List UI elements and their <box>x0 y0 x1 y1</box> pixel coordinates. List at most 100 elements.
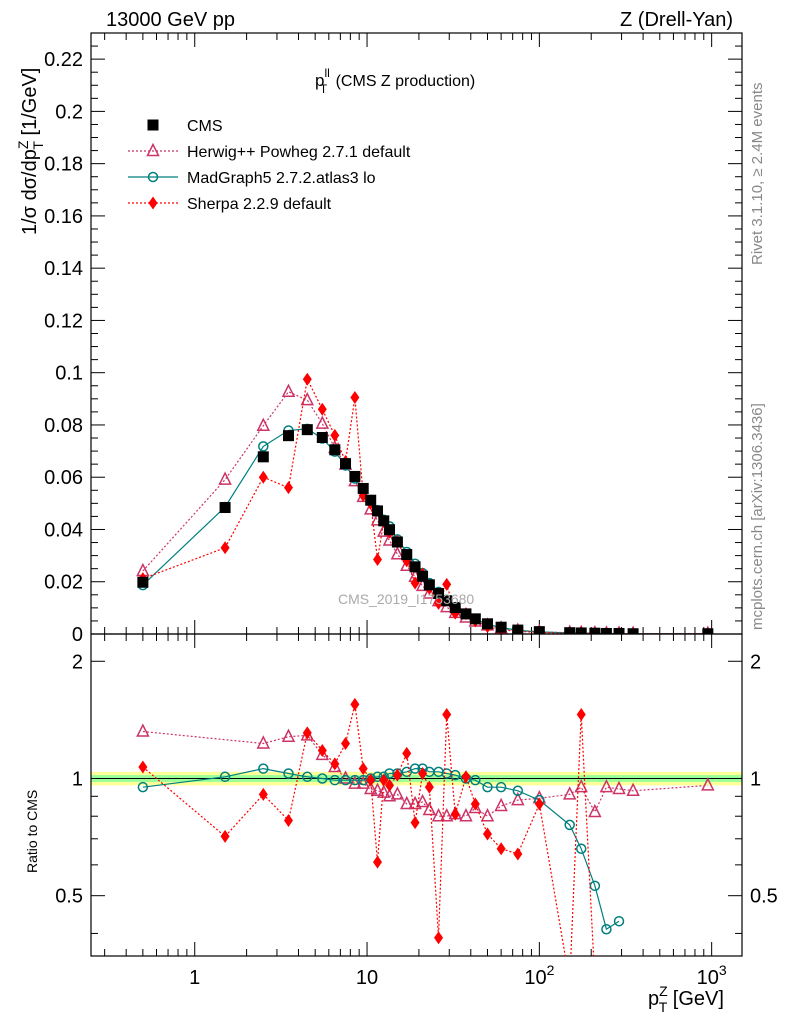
ratio-point-herwig <box>599 778 614 793</box>
ratio-point-madgraph <box>613 915 625 927</box>
point-cms <box>469 613 481 625</box>
ratio-point-herwig <box>136 723 150 737</box>
point-cms <box>702 628 714 634</box>
plot-title-main: p <box>315 71 324 90</box>
point-cms <box>600 627 612 634</box>
legend-item-cms: CMS <box>147 118 223 135</box>
ratio-point-sherpa <box>379 773 389 787</box>
ratio-point-sherpa <box>470 797 480 811</box>
ratio-point-sherpa <box>220 829 230 843</box>
point-herwig <box>400 557 414 572</box>
ratio-point-herwig <box>588 803 602 818</box>
x-axis-label-text: p <box>648 988 659 1010</box>
point-herwig <box>256 417 271 431</box>
y-axis-label-main-text: 1/σ dσ/dp <box>19 149 41 235</box>
point-cms <box>512 624 524 634</box>
plot-title-sup: ll <box>324 66 329 80</box>
ratio-point-madgraph <box>258 763 269 774</box>
ratio-point-sherpa <box>461 770 471 784</box>
plot-title: pll T (CMS Z production) <box>315 66 475 96</box>
point-herwig <box>390 546 405 560</box>
point-cms <box>257 451 269 463</box>
ratio-point-herwig <box>626 782 640 797</box>
ratio-point-madgraph <box>482 781 493 793</box>
ratio-point-sherpa <box>138 760 148 774</box>
legend-label-madgraph: MadGraph5 2.7.2.atlas3 lo <box>187 170 376 187</box>
legend-label-cms: CMS <box>187 118 223 135</box>
main-plot: 0 0.02 0.04 0.06 0.08 0.1 0.12 0.14 0.16 0.18 0.2 0… <box>44 32 743 646</box>
ratio-point-sherpa <box>602 976 611 989</box>
legend-label-herwig: Herwig++ Powheg 2.7.1 default <box>187 144 411 161</box>
ratio-point-madgraph <box>283 768 294 779</box>
ratio-point-madgraph <box>495 781 507 793</box>
point-sherpa <box>434 596 444 610</box>
point-herwig <box>300 391 315 406</box>
ratio-series-group <box>136 697 715 989</box>
ratio-point-sherpa <box>402 746 412 760</box>
watermark: CMS_2019_I1753680 <box>338 591 474 607</box>
ratio-point-herwig <box>390 786 405 800</box>
ratio-point-sherpa <box>373 855 383 869</box>
ratio-line-sherpa <box>142 704 595 956</box>
point-cms <box>316 431 328 443</box>
x-axis-label-sup: Z <box>659 983 668 999</box>
legend-item-herwig: Herwig++ Powheg 2.7.1 default <box>128 142 411 161</box>
point-cms <box>329 444 341 456</box>
x-tick-label-exp: 2 <box>547 962 555 978</box>
ratio-point-madgraph <box>302 771 313 783</box>
ratio-point-sherpa <box>576 707 586 721</box>
point-sherpa <box>373 553 383 567</box>
ratio-point-sherpa <box>442 707 452 721</box>
point-sherpa <box>350 391 360 405</box>
main-ytick-label: 0.1 <box>55 363 83 385</box>
ratio-point-madgraph <box>449 769 461 781</box>
point-cms <box>372 505 384 517</box>
ratio-point-sherpa <box>283 813 293 827</box>
ratio-point-herwig <box>370 782 385 797</box>
ratio-point-sherpa <box>534 797 544 811</box>
ratio-point-herwig <box>431 808 446 822</box>
x-tick-label: 1 <box>189 967 200 989</box>
point-cms <box>282 430 294 442</box>
ratio-point-herwig <box>363 780 378 795</box>
ratio-point-herwig <box>377 784 391 798</box>
x-axis-label-sub: T <box>659 999 668 1015</box>
ratio-series-sherpa <box>138 697 611 989</box>
ratio-series-herwig <box>136 723 715 822</box>
point-sherpa <box>283 481 293 495</box>
main-ytick-label: 0.14 <box>44 258 83 280</box>
ratio-point-madgraph <box>575 843 587 854</box>
main-ytick-label: 0.22 <box>44 49 83 71</box>
ratio-point-sherpa <box>366 773 376 787</box>
main-ytick-label: 0.16 <box>44 206 83 228</box>
ratio-ytick-label: 2 <box>72 651 83 673</box>
legend: CMS Herwig++ Powheg 2.7.1 default MadGraph… <box>128 118 411 213</box>
ratio-point-sherpa <box>317 743 327 757</box>
series-cms <box>137 424 714 634</box>
main-ytick-label: 0.02 <box>44 572 83 594</box>
ratio-frame <box>90 633 743 957</box>
x-tick-label-base: 10 <box>524 967 546 989</box>
point-cms <box>219 502 231 514</box>
y-axis-label-main-sup: Z <box>15 140 31 149</box>
ratio-point-herwig <box>422 801 437 816</box>
legend-label-sherpa: Sherpa 2.2.9 default <box>187 196 332 213</box>
ratio-point-sherpa <box>392 768 402 782</box>
point-cms <box>533 626 545 634</box>
ratio-point-sherpa <box>302 726 312 740</box>
point-cms <box>613 627 625 634</box>
point-cms <box>589 627 601 634</box>
ratio-ytick-label: 1 <box>72 768 83 790</box>
ratio-point-herwig <box>468 799 483 814</box>
point-madgraph <box>258 441 269 452</box>
ratio-point-sherpa <box>590 976 599 989</box>
main-ytick-label: 0 <box>72 624 83 646</box>
ratio-ytick-label: 0.5 <box>55 886 83 908</box>
ratio-point-sherpa <box>385 778 395 792</box>
mcplots-label: mcplots.cern.ch [arXiv:1306.3436] <box>749 403 766 630</box>
x-axis-label-unit: [GeV] <box>667 988 724 1010</box>
ratio-point-madgraph <box>589 880 601 892</box>
point-herwig <box>422 585 437 599</box>
x-tick-label: 102 <box>524 962 554 989</box>
